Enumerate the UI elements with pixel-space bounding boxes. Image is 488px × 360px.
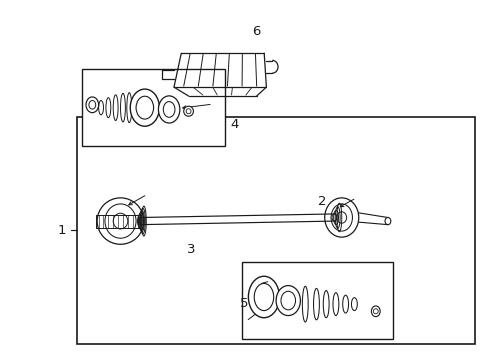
Text: 2: 2 (317, 195, 326, 208)
Text: 6: 6 (252, 25, 260, 38)
Ellipse shape (105, 204, 136, 238)
Ellipse shape (130, 89, 159, 126)
Text: 3: 3 (186, 243, 195, 256)
Bar (81, 69, 224, 146)
Ellipse shape (371, 306, 379, 317)
Ellipse shape (163, 102, 175, 117)
Ellipse shape (186, 109, 191, 114)
Ellipse shape (384, 217, 390, 225)
Ellipse shape (276, 285, 300, 316)
Ellipse shape (254, 283, 273, 311)
Text: 4: 4 (230, 118, 239, 131)
Ellipse shape (248, 276, 279, 318)
Ellipse shape (86, 97, 99, 113)
Bar (77, 117, 474, 344)
Ellipse shape (330, 204, 352, 231)
Ellipse shape (372, 309, 377, 314)
Ellipse shape (113, 213, 127, 229)
Ellipse shape (324, 198, 358, 237)
Ellipse shape (281, 291, 295, 310)
Text: 5: 5 (240, 297, 248, 310)
Ellipse shape (89, 100, 96, 109)
Ellipse shape (136, 96, 153, 119)
Ellipse shape (97, 198, 143, 244)
Text: 1: 1 (58, 224, 66, 237)
Bar (242, 262, 392, 339)
Ellipse shape (336, 212, 346, 223)
Ellipse shape (183, 106, 193, 116)
Ellipse shape (158, 96, 180, 123)
